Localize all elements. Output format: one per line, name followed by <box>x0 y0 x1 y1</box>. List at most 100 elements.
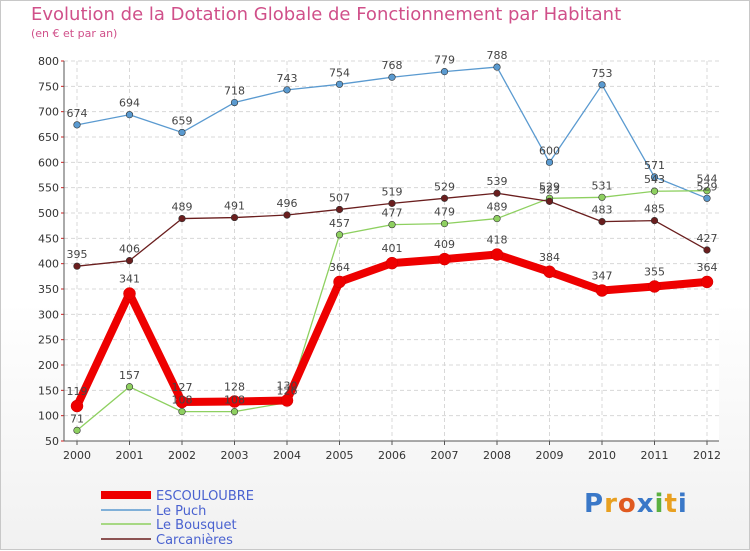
data-point-escouloubre <box>123 287 136 300</box>
y-tick-label: 250 <box>38 334 59 347</box>
x-tick-label: 2006 <box>378 449 406 462</box>
data-label-carcani-res: 523 <box>539 183 560 196</box>
data-point-le-bousquet <box>335 231 344 239</box>
data-label-le-puch: 754 <box>329 66 350 79</box>
data-label-carcani-res: 483 <box>592 204 613 217</box>
data-point-carcani-res <box>703 246 711 254</box>
data-label-le-bousquet: 531 <box>592 179 613 192</box>
data-label-le-puch: 779 <box>434 54 455 67</box>
y-tick-label: 100 <box>38 410 59 423</box>
data-point-escouloubre <box>228 395 241 408</box>
data-point-le-puch <box>283 86 291 94</box>
y-tick-label: 700 <box>38 106 59 119</box>
data-label-escouloubre: 347 <box>592 270 613 283</box>
data-label-escouloubre: 127 <box>172 381 193 394</box>
y-tick-label: 450 <box>38 232 59 245</box>
data-point-le-puch <box>388 73 396 81</box>
x-tick-label: 2005 <box>326 449 354 462</box>
data-point-le-bousquet <box>125 383 134 391</box>
data-point-le-puch <box>650 173 659 181</box>
data-label-le-bousquet: 543 <box>644 173 665 186</box>
data-point-escouloubre <box>333 275 346 289</box>
data-label-le-puch: 694 <box>119 97 140 110</box>
y-tick-label: 350 <box>38 283 59 296</box>
x-tick-label: 2008 <box>483 449 511 462</box>
data-label-le-bousquet: 457 <box>329 217 350 230</box>
data-label-carcani-res: 539 <box>487 175 508 188</box>
data-point-carcani-res <box>440 194 449 202</box>
data-label-carcani-res: 485 <box>644 203 665 216</box>
y-tick-label: 200 <box>38 359 59 372</box>
data-point-le-bousquet <box>650 187 659 195</box>
data-label-carcani-res: 406 <box>119 243 140 256</box>
data-label-escouloubre: 364 <box>329 261 350 274</box>
data-label-le-bousquet: 126 <box>277 384 298 397</box>
data-label-escouloubre: 364 <box>697 261 718 274</box>
data-label-le-bousquet: 529 <box>539 180 560 193</box>
data-point-carcani-res <box>545 197 554 205</box>
data-label-le-puch: 529 <box>697 180 718 193</box>
data-label-carcani-res: 489 <box>172 201 193 214</box>
data-point-le-puch <box>335 80 344 88</box>
data-point-le-bousquet <box>388 221 396 229</box>
x-tick-label: 2004 <box>273 449 301 462</box>
logo-letter: t <box>664 489 678 519</box>
data-label-le-bousquet: 479 <box>434 206 455 219</box>
legend-label-carcani-res: Carcanières <box>156 533 233 548</box>
y-tick-label: 800 <box>38 55 59 68</box>
data-label-le-puch: 674 <box>67 107 88 120</box>
data-label-le-bousquet: 157 <box>119 369 140 382</box>
logo-letter: x <box>636 489 655 519</box>
data-label-le-puch: 788 <box>487 49 508 62</box>
y-tick-label: 750 <box>38 80 59 93</box>
data-label-le-bousquet: 477 <box>382 207 403 220</box>
y-tick-label: 150 <box>38 384 59 397</box>
legend-label-le-puch: Le Puch <box>156 504 206 519</box>
data-label-carcani-res: 491 <box>224 200 245 213</box>
x-tick-label: 2003 <box>221 449 249 462</box>
y-tick-label: 500 <box>38 207 59 220</box>
data-label-escouloubre: 128 <box>224 380 245 393</box>
data-point-carcani-res <box>388 199 396 207</box>
data-point-escouloubre <box>438 252 451 266</box>
data-point-escouloubre <box>700 275 714 289</box>
data-point-le-puch <box>703 194 711 202</box>
data-point-le-bousquet <box>230 408 239 416</box>
x-tick-label: 2011 <box>641 449 669 462</box>
data-point-le-puch <box>493 63 501 71</box>
data-label-le-puch: 768 <box>382 59 403 72</box>
data-label-le-puch: 571 <box>644 159 665 172</box>
data-point-escouloubre <box>543 265 556 279</box>
data-point-carcani-res <box>493 189 501 197</box>
data-label-carcani-res: 519 <box>382 185 403 198</box>
logo-letter: r <box>604 489 618 519</box>
data-point-carcani-res <box>283 211 291 219</box>
data-label-carcani-res: 427 <box>697 232 718 245</box>
legend-label-escouloubre: ESCOULOUBRE <box>156 489 254 504</box>
logo-letter: o <box>617 489 637 519</box>
data-label-escouloubre: 418 <box>487 234 508 247</box>
data-point-le-bousquet <box>598 193 606 201</box>
data-point-le-puch <box>545 158 554 166</box>
data-label-carcani-res: 529 <box>434 180 455 193</box>
data-point-escouloubre <box>280 394 294 407</box>
data-label-le-puch: 743 <box>277 72 298 85</box>
data-label-carcani-res: 507 <box>329 191 350 204</box>
data-label-escouloubre: 355 <box>644 265 665 278</box>
logo-letter: i <box>677 489 688 519</box>
data-point-carcani-res <box>598 218 606 226</box>
proxiti-logo: Proxiti <box>584 489 688 519</box>
data-label-escouloubre: 384 <box>539 251 560 264</box>
data-label-le-bousquet: 544 <box>697 173 718 186</box>
chart-title: Evolution de la Dotation Globale de Fonc… <box>31 4 622 25</box>
logo-letter: P <box>584 489 605 519</box>
data-point-carcani-res <box>73 262 81 270</box>
data-point-le-puch <box>178 128 186 137</box>
data-label-le-bousquet: 71 <box>70 412 84 425</box>
data-point-carcani-res <box>230 213 239 222</box>
data-label-le-puch: 753 <box>592 67 613 80</box>
data-point-le-puch <box>598 81 606 89</box>
data-label-escouloubre: 130 <box>277 379 298 392</box>
